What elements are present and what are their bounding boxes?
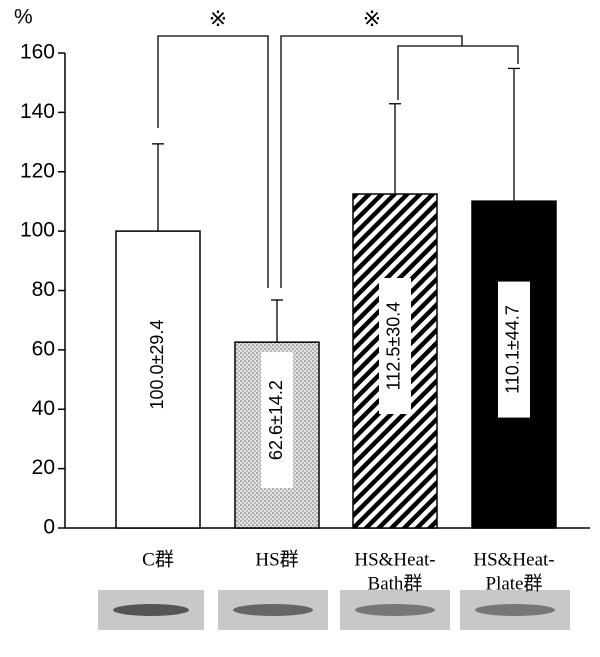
y-axis-label: % <box>14 6 33 29</box>
x-tick-label: HS&Heat- <box>354 549 435 570</box>
x-tick-label: Plate群 <box>486 572 543 594</box>
y-tick-label: 160 <box>20 41 55 64</box>
y-tick-label: 40 <box>32 397 55 420</box>
value-label: 100.0±29.4 <box>147 320 167 410</box>
value-label: 110.1±44.7 <box>503 305 523 394</box>
y-tick-label: 140 <box>20 100 55 123</box>
bracket <box>398 46 518 100</box>
y-tick-label: 100 <box>20 219 55 242</box>
band <box>113 604 189 616</box>
y-tick-label: 80 <box>32 278 55 301</box>
y-tick-label: 120 <box>20 159 55 182</box>
y-tick-label: 20 <box>32 456 55 479</box>
x-tick-label: Bath群 <box>368 572 423 594</box>
x-tick-label: HS&Heat- <box>473 549 554 570</box>
band <box>233 604 313 616</box>
value-label: 112.5±30.4 <box>384 302 404 391</box>
blots <box>98 590 570 630</box>
band <box>475 604 555 616</box>
significance-mark: ※ <box>363 6 381 31</box>
y-tick-label: 0 <box>43 516 55 539</box>
significance-mark: ※ <box>209 6 227 31</box>
y-tick-label: 60 <box>32 337 55 360</box>
chart: % ※ ※ 0 20 40 60 80 100 120 140 160 100.0±29.4 C群 6… <box>0 0 600 657</box>
value-label: 62.6±14.2 <box>266 380 286 460</box>
band <box>355 604 435 616</box>
x-tick-label: HS群 <box>255 548 298 570</box>
x-tick-label: C群 <box>142 548 174 570</box>
